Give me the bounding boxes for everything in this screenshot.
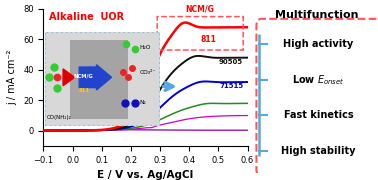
Text: NCM/G: NCM/G	[74, 74, 94, 79]
X-axis label: E / V vs. Ag/AgCl: E / V vs. Ag/AgCl	[98, 170, 194, 180]
FancyArrow shape	[63, 69, 74, 86]
Text: 811: 811	[78, 88, 90, 93]
Text: NCM/G: NCM/G	[185, 4, 214, 14]
Text: CO(NH₂)₂: CO(NH₂)₂	[47, 115, 72, 120]
FancyBboxPatch shape	[45, 32, 160, 126]
Text: Fast kinetics: Fast kinetics	[284, 110, 353, 120]
Text: Low $E_{onset}$: Low $E_{onset}$	[292, 73, 345, 87]
Text: N₂: N₂	[139, 100, 146, 105]
Text: H₂O: H₂O	[139, 45, 150, 50]
Y-axis label: j / mA cm⁻²: j / mA cm⁻²	[8, 50, 17, 105]
Text: Multifunction: Multifunction	[276, 10, 359, 20]
Text: 811: 811	[201, 35, 217, 44]
Text: CO₃²⁻: CO₃²⁻	[139, 70, 156, 75]
Text: Alkaline  UOR: Alkaline UOR	[49, 12, 124, 22]
Text: High stability: High stability	[281, 146, 356, 156]
FancyArrow shape	[79, 65, 112, 90]
Text: High activity: High activity	[284, 39, 353, 49]
FancyBboxPatch shape	[70, 40, 128, 118]
Text: 90505: 90505	[218, 59, 243, 65]
FancyBboxPatch shape	[256, 19, 378, 176]
Text: 71515: 71515	[220, 83, 244, 89]
